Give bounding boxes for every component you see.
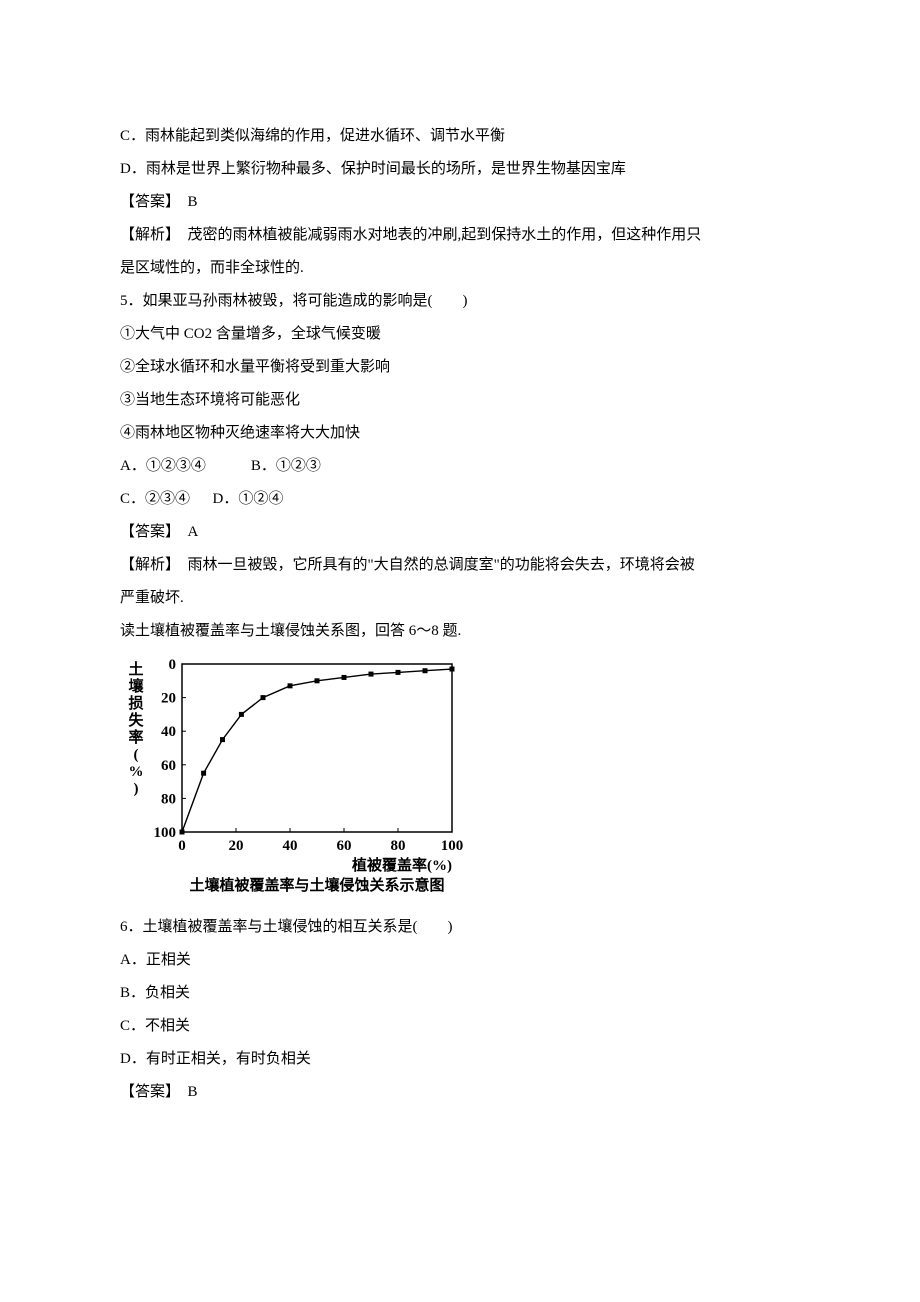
answer-1: 【答案】 B: [120, 186, 800, 219]
svg-text:20: 20: [229, 838, 244, 854]
svg-text:80: 80: [391, 838, 406, 854]
svg-text:100: 100: [154, 825, 177, 841]
q6-opt-c: C．不相关: [120, 1010, 800, 1043]
page: C．雨林能起到类似海绵的作用，促进水循环、调节水平衡 D．雨林是世界上繁衍物种最…: [0, 0, 920, 1302]
svg-text:(: (: [134, 747, 139, 763]
question-5: 5．如果亚马孙雨林被毁，将可能造成的影响是( ): [120, 285, 800, 318]
question-6: 6．土壤植被覆盖率与土壤侵蚀的相互关系是( ): [120, 911, 800, 944]
svg-text:土: 土: [128, 660, 143, 678]
chart-intro: 读土壤植被覆盖率与土壤侵蚀关系图，回答 6～8 题.: [120, 615, 800, 648]
svg-text:60: 60: [337, 838, 352, 854]
q5-opt-d: D．①②④: [213, 491, 284, 507]
explain-1b: 是区域性的，而非全球性的.: [120, 252, 800, 285]
q5-stmt4: ④雨林地区物种灭绝速率将大大加快: [120, 417, 800, 450]
q6-opt-d: D．有时正相关，有时负相关: [120, 1043, 800, 1076]
q5-opt-a: A．①②③④: [120, 458, 206, 474]
q5-optab: A．①②③④ B．①②③: [120, 450, 800, 483]
svg-text:60: 60: [161, 758, 176, 774]
answer-6: 【答案】 B: [120, 1076, 800, 1109]
svg-text:40: 40: [283, 838, 298, 854]
q5-opt-c: C．②③④: [120, 491, 190, 507]
svg-text:100: 100: [441, 838, 464, 854]
svg-text:40: 40: [161, 724, 176, 740]
svg-text:0: 0: [169, 657, 177, 673]
q5-stmt1: ①大气中 CO2 含量增多，全球气候变暖: [120, 318, 800, 351]
soil-chart-svg: 020406080100020406080100土壤损失率(%)植被覆盖率(%)…: [120, 654, 480, 909]
option-c: C．雨林能起到类似海绵的作用，促进水循环、调节水平衡: [120, 120, 800, 153]
answer-5: 【答案】 A: [120, 516, 800, 549]
svg-text:): ): [134, 781, 139, 797]
svg-text:壤: 壤: [128, 677, 144, 695]
svg-text:80: 80: [161, 791, 176, 807]
explain-5a: 【解析】 雨林一旦被毁，它所具有的"大自然的总调度室"的功能将会失去，环境将会被: [120, 549, 800, 582]
q5-stmt2: ②全球水循环和水量平衡将受到重大影响: [120, 351, 800, 384]
option-d: D．雨林是世界上繁衍物种最多、保护时间最长的场所，是世界生物基因宝库: [120, 153, 800, 186]
svg-text:损: 损: [128, 694, 143, 712]
q5-optcd: C．②③④ D．①②④: [120, 483, 800, 516]
q6-opt-a: A．正相关: [120, 944, 800, 977]
svg-text:0: 0: [178, 838, 186, 854]
soil-chart: 020406080100020406080100土壤损失率(%)植被覆盖率(%)…: [120, 654, 800, 909]
q5-opt-b: B．①②③: [251, 458, 321, 474]
svg-text:20: 20: [161, 691, 176, 707]
q5-stmt3: ③当地生态环境将可能恶化: [120, 384, 800, 417]
explain-5b: 严重破坏.: [120, 582, 800, 615]
explain-1a: 【解析】 茂密的雨林植被能减弱雨水对地表的冲刷,起到保持水土的作用，但这种作用只: [120, 219, 800, 252]
svg-text:率: 率: [128, 728, 143, 746]
svg-text:植被覆盖率(%): 植被覆盖率(%): [352, 856, 452, 874]
svg-text:失: 失: [128, 711, 144, 729]
q6-opt-b: B．负相关: [120, 977, 800, 1010]
svg-text:土壤植被覆盖率与土壤侵蚀关系示意图: 土壤植被覆盖率与土壤侵蚀关系示意图: [189, 876, 444, 894]
svg-text:%: %: [129, 764, 144, 780]
